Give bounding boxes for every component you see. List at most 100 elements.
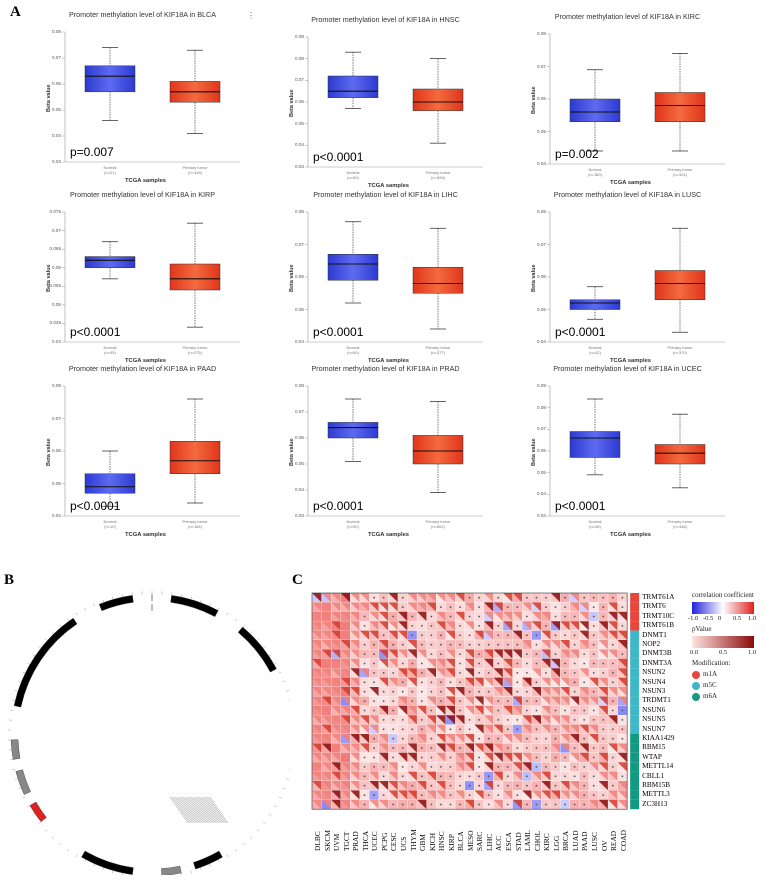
circos-tick: [103, 600, 104, 603]
y-tick-label: 0.04: [526, 491, 546, 496]
boxplot-5: Promoter methylation level of KIF18A in …: [505, 190, 750, 370]
insignificant-dot: [583, 794, 585, 796]
circos-tick: [263, 646, 265, 648]
pvalue-colorbar: [692, 636, 754, 648]
chromosome-band: [171, 595, 219, 616]
circos-tick: [269, 814, 271, 816]
insignificant-dot: [459, 710, 461, 712]
box-tumor: [170, 441, 220, 474]
column-label: THCA: [361, 831, 370, 851]
insignificant-dot: [564, 766, 566, 768]
insignificant-dot: [373, 757, 375, 759]
circos-tick: [289, 700, 290, 701]
insignificant-dot: [392, 804, 394, 806]
chromosome-band: [238, 627, 276, 672]
chromosome-band-gray: [16, 770, 31, 795]
insignificant-dot: [430, 653, 432, 655]
insignificant-dot: [555, 616, 557, 618]
box-normal: [85, 66, 135, 92]
insignificant-dot: [411, 785, 413, 787]
group-n: (n=21): [85, 170, 135, 175]
insignificant-dot: [364, 663, 366, 665]
insignificant-dot: [593, 775, 595, 777]
column-label: LIHC: [485, 834, 494, 851]
modification-bar-m1A: [630, 612, 639, 621]
column-label: BLCA: [456, 831, 465, 851]
boxplot-1: Promoter methylation level of KIF18A in …: [263, 15, 508, 195]
column-label: GBM: [418, 834, 427, 851]
insignificant-dot: [373, 672, 375, 674]
y-tick-label: 0.05: [526, 470, 546, 475]
circos-tick: [279, 797, 282, 798]
insignificant-dot: [402, 644, 404, 646]
insignificant-dot: [602, 616, 604, 618]
circos-tick: [27, 663, 30, 665]
legend-modification-item: m6A: [703, 692, 717, 700]
insignificant-dot: [459, 634, 461, 636]
column-label: ESCA: [504, 832, 513, 851]
insignificant-dot: [421, 757, 423, 759]
insignificant-dot: [574, 616, 576, 618]
insignificant-dot: [497, 700, 499, 702]
insignificant-dot: [564, 804, 566, 806]
insignificant-dot: [497, 625, 499, 627]
insignificant-dot: [536, 804, 538, 806]
insignificant-dot: [536, 644, 538, 646]
circos-tick: [257, 639, 259, 641]
insignificant-dot: [545, 766, 547, 768]
insignificant-dot: [478, 785, 480, 787]
insignificant-dot: [545, 757, 547, 759]
box-tumor: [413, 267, 463, 293]
modification-bar-m5C: [630, 631, 639, 640]
insignificant-dot: [574, 634, 576, 636]
insignificant-dot: [364, 785, 366, 787]
insignificant-dot: [602, 672, 604, 674]
insignificant-dot: [545, 625, 547, 627]
legend-correlation-tick: 0: [718, 615, 721, 622]
insignificant-dot: [536, 700, 538, 702]
group-n: (n=275): [170, 350, 220, 355]
insignificant-dot: [574, 681, 576, 683]
insignificant-dot: [497, 785, 499, 787]
y-tick-label: 0.04: [526, 339, 546, 344]
insignificant-dot: [526, 634, 528, 636]
insignificant-dot: [497, 663, 499, 665]
insignificant-dot: [507, 728, 509, 730]
insignificant-dot: [612, 738, 614, 740]
insignificant-dot: [364, 681, 366, 683]
insignificant-dot: [564, 775, 566, 777]
insignificant-dot: [373, 700, 375, 702]
insignificant-dot: [392, 710, 394, 712]
y-tick-label: 0.07: [284, 409, 304, 414]
circos-tick: [112, 871, 113, 874]
insignificant-dot: [516, 785, 518, 787]
circos-tick: [235, 849, 237, 851]
modification-bar-m6A: [630, 743, 639, 752]
insignificant-dot: [383, 672, 385, 674]
insignificant-dot: [488, 775, 490, 777]
correlation-colorbar: [692, 602, 754, 614]
insignificant-dot: [602, 794, 604, 796]
insignificant-dot: [459, 606, 461, 608]
insignificant-dot: [430, 644, 432, 646]
column-label: PRAD: [351, 831, 360, 851]
y-tick-label: 0.04: [526, 161, 546, 166]
legend-correlation-title: correlation coefficient: [692, 591, 754, 599]
circos-tick: [289, 769, 290, 770]
circos-tick: [274, 663, 277, 665]
insignificant-dot: [507, 804, 509, 806]
group-n: (n=42): [570, 350, 620, 355]
insignificant-dot: [621, 625, 623, 627]
column-label: UCEC: [370, 831, 379, 851]
insignificant-dot: [383, 700, 385, 702]
insignificant-dot: [602, 747, 604, 749]
insignificant-dot: [392, 691, 394, 693]
insignificant-dot: [383, 719, 385, 721]
box-tumor: [655, 93, 705, 122]
circos-tick: [93, 864, 94, 867]
insignificant-dot: [373, 653, 375, 655]
group-n: (n=502): [413, 524, 463, 529]
y-tick-label: 0.04: [284, 142, 304, 147]
circos-tick: [243, 625, 245, 627]
insignificant-dot: [402, 775, 404, 777]
